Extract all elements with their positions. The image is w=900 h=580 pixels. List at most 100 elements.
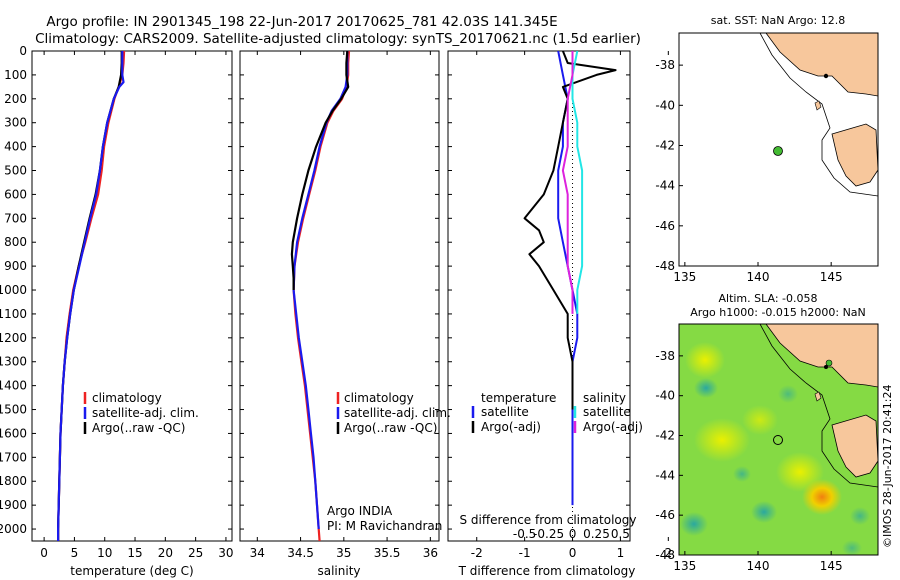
sal-xlabel: salinity: [317, 564, 360, 578]
x-tick-label: 35.5: [374, 546, 401, 560]
legend-label: Argo(-adj): [481, 420, 541, 434]
sla-low: [733, 466, 751, 482]
sla-peak: [802, 479, 842, 515]
diff-s-label: S difference from climatology: [460, 513, 637, 527]
depth-tick-label: 0: [19, 44, 27, 58]
bottom-map-ticks: 135 140 145 -38 -40 -42 -44 -46 -48: [655, 349, 842, 573]
series-line: [290, 51, 350, 290]
legend-label: satellite-adj. clim.: [344, 406, 451, 420]
series-line: [292, 51, 351, 541]
legend-label: Argo(..raw -QC): [92, 421, 185, 435]
bottom-map-frame: [678, 323, 879, 556]
difference-profiles: [523, 51, 617, 541]
map-lat-label: -42: [655, 138, 675, 152]
float-position-marker: [773, 146, 783, 156]
temp-xlabel: temperature (deg C): [70, 564, 193, 578]
x-tick-label: 25: [188, 546, 203, 560]
map-lat-label: -42: [655, 429, 675, 443]
x-tick-label: 36: [423, 546, 438, 560]
diff-x-ticks: -2 -1 0 1 2 -0.5-0.25 0 0.25 0.5: [471, 51, 672, 560]
depth-tick-label: 1900: [0, 498, 27, 512]
depth-tick-label: 900: [4, 259, 27, 273]
depth-tick-label: 100: [4, 68, 27, 82]
x-tick-label: 5: [71, 546, 79, 560]
top-map: [679, 33, 878, 266]
sal-x-ticks: 34 34.5 35 35.5 36: [250, 51, 438, 560]
map-lat-label: -48: [655, 548, 675, 562]
map-lat-label: -46: [655, 219, 675, 233]
depth-tick-label: 1700: [0, 450, 27, 464]
mainland-coast: [765, 33, 878, 97]
map-lon-label: 135: [673, 559, 696, 573]
x-tick-label: 15: [127, 546, 142, 560]
temp-panel-frame: [31, 50, 233, 542]
s-tick-label: -0.5: [513, 527, 536, 541]
series-line: [56, 51, 126, 541]
depth-tick-label: 1200: [0, 331, 27, 345]
x-tick-label: 0: [569, 546, 577, 560]
port-marker: [824, 365, 828, 369]
map-lon-label: 140: [747, 559, 770, 573]
diff-panel-frame: [447, 50, 631, 542]
depth-tick-label: 200: [4, 92, 27, 106]
x-tick-label: 2: [664, 546, 672, 560]
depth-tick-label: 300: [4, 116, 27, 130]
depth-tick-label: 500: [4, 164, 27, 178]
island-king: [814, 100, 822, 111]
map-lon-label: 145: [820, 270, 843, 284]
legend-label: satellite: [583, 405, 631, 419]
imos-credit: ©IMOS 28-Jun-2017 20:41:24: [881, 384, 894, 548]
sla-map: [679, 324, 878, 555]
x-tick-label: 1: [617, 546, 625, 560]
sla-high: [685, 342, 725, 378]
sla-low: [694, 378, 718, 398]
port-marker: [825, 359, 833, 367]
legend-title-salinity: salinity: [583, 391, 626, 405]
series-line: [561, 51, 574, 314]
series-line: [571, 51, 584, 314]
temp-legend: climatology satellite-adj. clim. Argo(..…: [83, 391, 199, 435]
top-map-title: sat. SST: NaN Argo: 12.8: [711, 14, 845, 27]
depth-tick-label: 1000: [0, 283, 27, 297]
depth-axis-labels: 0 100 200 300 400 500 600 700 800 900 1000 1100 1200…: [0, 44, 27, 536]
tasmania: [831, 123, 878, 187]
legend-label: climatology: [92, 391, 162, 405]
map-lon-label: 140: [747, 270, 770, 284]
shelf-contour: [759, 324, 878, 488]
series-line: [523, 51, 617, 410]
top-map-ticks: 135 140 145 -38 -40 -42 -44 -46 -48: [655, 58, 842, 284]
x-tick-label: 10: [97, 546, 112, 560]
series-line: [292, 51, 349, 530]
series-line: [56, 51, 125, 541]
legend-label: Argo(-adj): [583, 420, 643, 434]
sla-low: [842, 540, 862, 555]
map-lat-label: -40: [655, 98, 675, 112]
port-marker: [823, 73, 829, 79]
temperature-profiles: [56, 51, 126, 541]
x-tick-label: 20: [158, 546, 173, 560]
map-lat-label: -48: [655, 259, 675, 273]
legend-label: Argo(..raw -QC): [344, 421, 437, 435]
salinity-profiles: [290, 51, 351, 541]
series-line: [56, 51, 123, 541]
mainland-coast: [765, 324, 878, 388]
depth-tick-label: 2000: [0, 522, 27, 536]
sal-legend: climatology satellite-adj. clim. Argo(..…: [336, 391, 451, 435]
map-lat-label: -38: [655, 58, 675, 72]
top-map-frame: [678, 32, 879, 267]
diff-xlabel: T difference from climatology: [458, 564, 636, 578]
legend-label: satellite: [481, 405, 529, 419]
diff-legend: temperature salinity satellite Argo(-adj…: [471, 391, 643, 434]
x-tick-label: -1: [519, 546, 531, 560]
map-lat-label: -46: [655, 508, 675, 522]
island-king: [814, 391, 822, 402]
temp-x-ticks: 0 5 10 15 20 25 30: [40, 51, 234, 560]
depth-tick-label: 1300: [0, 355, 27, 369]
s-tick-label: 0.25: [583, 527, 610, 541]
map-lat-label: -38: [655, 349, 675, 363]
bottom-map-title-2: Argo h1000: -0.015 h2000: NaN: [690, 306, 866, 319]
depth-tick-label: 600: [4, 187, 27, 201]
argo-program-note: Argo INDIA: [327, 504, 393, 518]
sla-high: [742, 405, 778, 435]
